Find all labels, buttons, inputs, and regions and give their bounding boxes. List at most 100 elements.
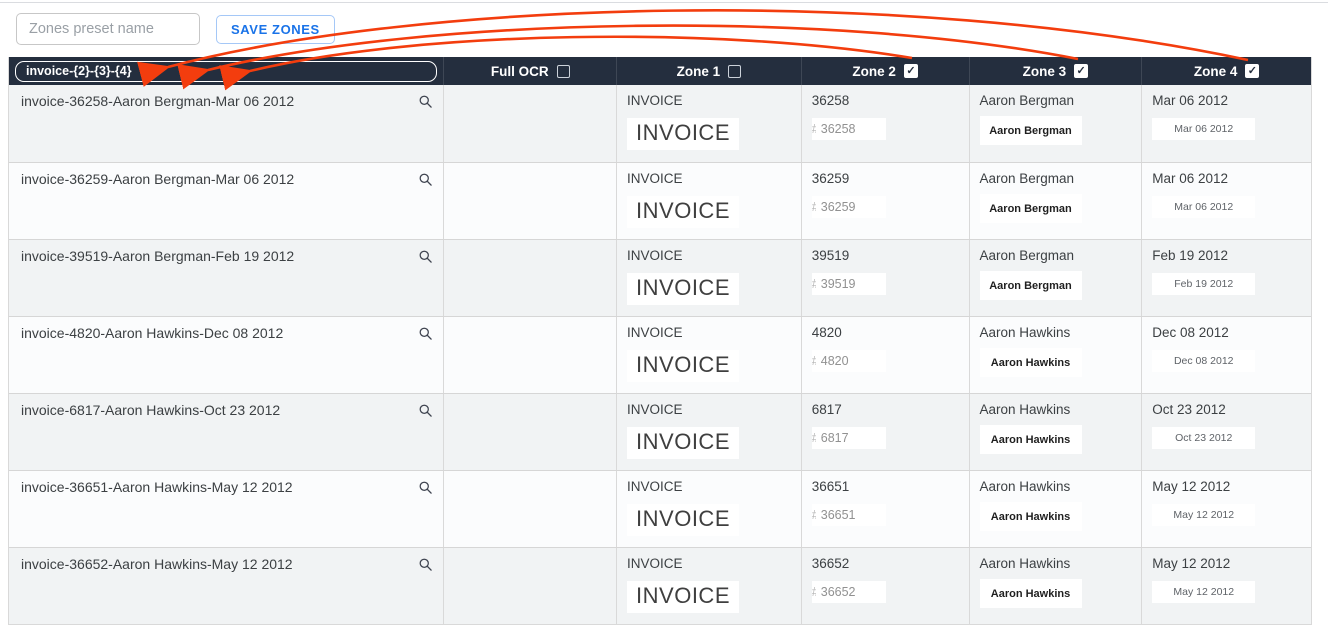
- zone1-snippet-image: INVOICE: [627, 350, 739, 382]
- zone1-snippet-text: INVOICE: [636, 352, 730, 378]
- zone4-snippet-text: Mar 06 2012: [1174, 201, 1234, 214]
- zone2-value: 36258: [811, 93, 850, 108]
- full-ocr-cell: [443, 394, 616, 470]
- zone4-checkbox[interactable]: ✓: [1245, 64, 1260, 78]
- magnifier-icon[interactable]: [418, 480, 433, 495]
- toolbar: SAVE ZONES: [16, 13, 335, 45]
- full-ocr-cell: [443, 471, 616, 547]
- zone2-snippet-text: 39519: [820, 277, 856, 292]
- zone1-snippet-text: INVOICE: [636, 198, 730, 224]
- filename-text: invoice-36651-Aaron Hawkins-May 12 2012: [21, 479, 293, 495]
- zone4-snippet-image: Feb 19 2012: [1152, 273, 1256, 296]
- zone1-cell: INVOICE INVOICE: [616, 394, 801, 470]
- header-cell-zone3: Zone 3 ✓: [968, 57, 1142, 85]
- zone4-snippet-text: Feb 19 2012: [1174, 278, 1234, 291]
- zone1-cell: INVOICE INVOICE: [616, 317, 801, 393]
- magnifier-icon[interactable]: [418, 557, 433, 572]
- zone1-snippet-image: INVOICE: [627, 196, 739, 228]
- zone3-cell: Aaron Bergman Aaron Bergman: [968, 163, 1142, 239]
- zone2-cell: 36259 # 36259: [800, 163, 969, 239]
- magnifier-icon[interactable]: [418, 172, 433, 187]
- full-ocr-checkbox[interactable]: [556, 64, 570, 78]
- magnifier-icon[interactable]: [418, 94, 433, 109]
- zone2-snippet-text: 36259: [820, 200, 856, 215]
- zone4-cell: Oct 23 2012 Oct 23 2012: [1141, 394, 1311, 470]
- zone3-checkbox[interactable]: ✓: [1074, 64, 1089, 78]
- zone2-cell: 6817 # 6817: [800, 394, 969, 470]
- zone4-value: May 12 2012: [1152, 556, 1231, 571]
- header-cell-full-ocr: Full OCR: [443, 57, 616, 85]
- zone4-snippet-image: Mar 06 2012: [1152, 118, 1256, 141]
- zone2-cell: 36652 # 36652: [800, 548, 969, 624]
- zone2-snippet-image: # 36651: [811, 504, 886, 527]
- cropped-hash-glyph: #: [812, 431, 816, 445]
- zone1-cell: INVOICE INVOICE: [616, 163, 801, 239]
- zone2-snippet-text: 36258: [820, 122, 856, 137]
- full-ocr-cell: [443, 548, 616, 624]
- zone3-snippet-text: Aaron Hawkins: [990, 587, 1071, 600]
- zone4-cell: May 12 2012 May 12 2012: [1141, 548, 1311, 624]
- zone3-cell: Aaron Hawkins Aaron Hawkins: [968, 471, 1142, 547]
- table-row: invoice-39519-Aaron Bergman-Feb 19 2012 …: [9, 239, 1311, 316]
- zone4-snippet-image: Dec 08 2012: [1152, 350, 1256, 373]
- zone2-snippet-image: # 6817: [811, 427, 886, 450]
- table-row: invoice-36651-Aaron Hawkins-May 12 2012 …: [9, 470, 1311, 547]
- zone2-snippet-text: 36652: [820, 585, 856, 600]
- zone4-snippet-image: May 12 2012: [1152, 504, 1256, 527]
- zone2-snippet-image: # 36258: [811, 118, 886, 141]
- zone3-value: Aaron Bergman: [979, 171, 1075, 186]
- zone4-snippet-text: Oct 23 2012: [1175, 432, 1233, 445]
- filename-cell: invoice-36651-Aaron Hawkins-May 12 2012: [9, 471, 443, 547]
- zone4-cell: Mar 06 2012 Mar 06 2012: [1141, 163, 1311, 239]
- zone3-snippet-image: Aaron Hawkins: [979, 579, 1082, 609]
- zone1-snippet-image: INVOICE: [627, 118, 739, 150]
- table-row: invoice-6817-Aaron Hawkins-Oct 23 2012 I…: [9, 393, 1311, 470]
- full-ocr-cell: [443, 240, 616, 316]
- filename-text: invoice-36258-Aaron Bergman-Mar 06 2012: [21, 93, 295, 109]
- zone2-checkbox[interactable]: ✓: [903, 64, 918, 78]
- zone1-value: INVOICE: [627, 248, 683, 263]
- magnifier-icon[interactable]: [418, 403, 433, 418]
- zone1-snippet-image: INVOICE: [627, 427, 739, 459]
- zones-preset-name-input[interactable]: [16, 13, 200, 45]
- zone1-checkbox[interactable]: [728, 64, 742, 78]
- zone2-snippet-text: 4820: [820, 354, 849, 369]
- zone3-value: Aaron Bergman: [979, 248, 1075, 263]
- zone2-label: Zone 2: [852, 63, 896, 79]
- zones-table: Full OCR Zone 1 Zone 2 ✓ Zone 3 ✓ Zone 4…: [8, 57, 1312, 625]
- zone3-snippet-image: Aaron Hawkins: [979, 425, 1082, 455]
- header-cell-pattern: [9, 57, 443, 85]
- zone3-snippet-text: Aaron Hawkins: [990, 433, 1071, 446]
- full-ocr-cell: [443, 163, 616, 239]
- zone4-cell: Mar 06 2012 Mar 06 2012: [1141, 85, 1311, 162]
- zone4-value: Mar 06 2012: [1152, 93, 1229, 108]
- zone1-cell: INVOICE INVOICE: [616, 548, 801, 624]
- header-cell-zone2: Zone 2 ✓: [800, 57, 969, 85]
- full-ocr-cell: [443, 85, 616, 162]
- magnifier-icon[interactable]: [418, 326, 433, 341]
- header-cell-zone4: Zone 4 ✓: [1141, 57, 1311, 85]
- filename-cell: invoice-36259-Aaron Bergman-Mar 06 2012: [9, 163, 443, 239]
- zone4-value: Mar 06 2012: [1152, 171, 1229, 186]
- zone4-snippet-text: Mar 06 2012: [1174, 123, 1234, 136]
- filename-text: invoice-6817-Aaron Hawkins-Oct 23 2012: [21, 402, 281, 418]
- zone3-cell: Aaron Hawkins Aaron Hawkins: [968, 548, 1142, 624]
- save-zones-button[interactable]: SAVE ZONES: [216, 14, 335, 44]
- zone2-snippet-image: # 36259: [811, 196, 886, 219]
- header-cell-zone1: Zone 1: [616, 57, 801, 85]
- zone4-cell: Dec 08 2012 Dec 08 2012: [1141, 317, 1311, 393]
- zone1-snippet-text: INVOICE: [636, 120, 730, 146]
- zone1-value: INVOICE: [627, 479, 683, 494]
- magnifier-icon[interactable]: [418, 249, 433, 264]
- table-row: invoice-36259-Aaron Bergman-Mar 06 2012 …: [9, 162, 1311, 239]
- zone2-value: 39519: [811, 248, 850, 263]
- filename-pattern-input[interactable]: [15, 60, 438, 82]
- zone3-value: Aaron Hawkins: [979, 325, 1071, 340]
- table-row: invoice-36258-Aaron Bergman-Mar 06 2012 …: [9, 85, 1311, 162]
- zone3-label: Zone 3: [1022, 63, 1067, 79]
- zone4-cell: May 12 2012 May 12 2012: [1141, 471, 1311, 547]
- zone2-snippet-image: # 4820: [811, 350, 886, 373]
- zone1-value: INVOICE: [627, 556, 683, 571]
- zone2-value: 36652: [811, 556, 850, 571]
- zone3-snippet-image: Aaron Bergman: [979, 194, 1082, 224]
